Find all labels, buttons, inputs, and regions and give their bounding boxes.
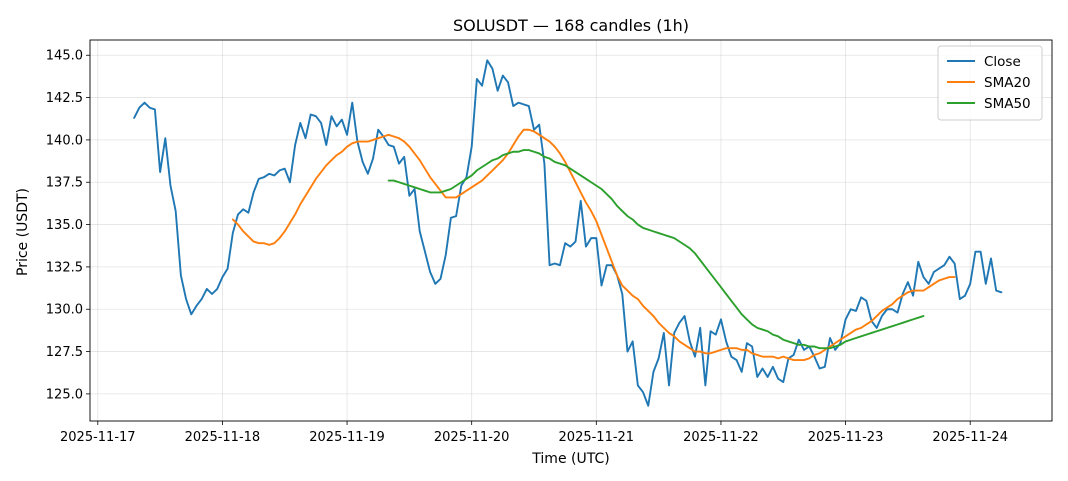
x-tick-label: 2025-11-18 <box>185 430 261 445</box>
x-tick-label: 2025-11-19 <box>309 430 385 445</box>
y-tick-label: 132.5 <box>46 260 83 275</box>
x-tick-label: 2025-11-20 <box>434 430 510 445</box>
legend-label: SMA50 <box>984 96 1031 112</box>
axis-ticks: 2025-11-17 2025-11-18 2025-11-19 2025-11-20… <box>46 49 1008 445</box>
legend-label: SMA20 <box>984 75 1031 91</box>
x-tick-label: 2025-11-17 <box>60 430 136 445</box>
y-tick-label: 142.5 <box>46 91 83 106</box>
x-axis-label: Time (UTC) <box>531 451 609 467</box>
series-line-sma50 <box>387 149 925 350</box>
y-tick-label: 127.5 <box>46 345 83 360</box>
legend: Close SMA20 SMA50 <box>937 45 1043 121</box>
x-tick-label: 2025-11-24 <box>932 430 1008 445</box>
y-tick-label: 140.0 <box>46 133 83 148</box>
y-tick-label: 137.5 <box>46 176 83 191</box>
y-tick-label: 130.0 <box>46 303 83 318</box>
series-lines <box>133 59 1003 407</box>
series-line-sma20 <box>231 128 956 361</box>
plot-frame <box>89 39 1053 422</box>
legend-box <box>937 45 1043 121</box>
series-line-close <box>133 59 1003 407</box>
grid <box>90 40 1052 421</box>
y-tick-label: 135.0 <box>46 218 83 233</box>
y-tick-label: 145.0 <box>46 49 83 64</box>
y-tick-label: 125.0 <box>46 387 83 402</box>
x-tick-label: 2025-11-23 <box>808 430 884 445</box>
x-tick-label: 2025-11-21 <box>559 430 635 445</box>
chart-title: SOLUSDT — 168 candles (1h) <box>453 16 689 35</box>
x-tick-label: 2025-11-22 <box>683 430 759 445</box>
legend-label: Close <box>984 54 1021 70</box>
y-axis-label: Price (USDT) <box>15 188 31 276</box>
